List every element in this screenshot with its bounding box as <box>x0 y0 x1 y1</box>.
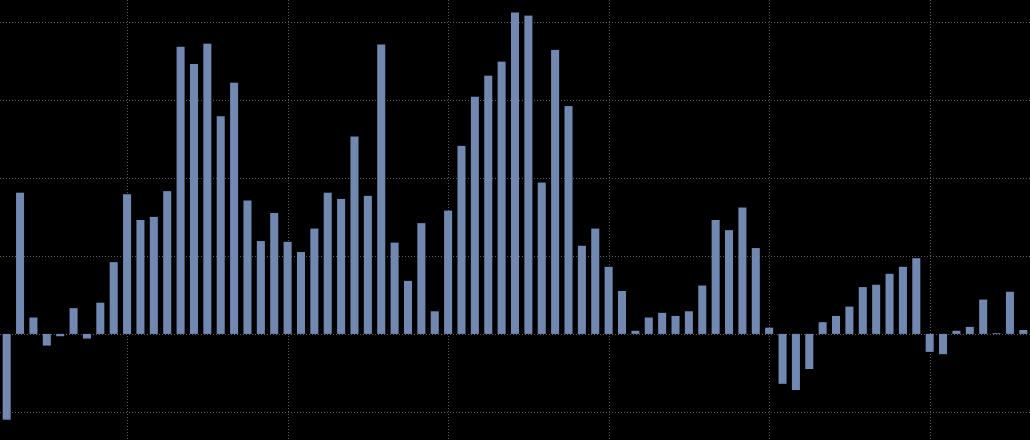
bar <box>725 230 734 334</box>
bar <box>858 287 867 334</box>
bar <box>564 106 573 334</box>
bar <box>765 327 774 334</box>
bar <box>390 242 399 334</box>
bar <box>497 61 506 334</box>
bar <box>885 273 894 334</box>
bar <box>537 182 546 334</box>
bar <box>2 333 11 420</box>
bar <box>270 212 279 334</box>
bar <box>778 333 787 384</box>
bar <box>310 228 319 334</box>
bar <box>243 200 252 334</box>
bar <box>591 228 600 334</box>
bar <box>925 333 934 352</box>
bar <box>470 96 479 334</box>
bar <box>551 49 560 334</box>
bar <box>510 12 520 334</box>
bar <box>979 299 988 334</box>
bar <box>136 220 145 334</box>
bar <box>69 308 78 334</box>
bar <box>604 266 613 334</box>
bar <box>952 330 961 334</box>
bar <box>711 220 720 334</box>
bar <box>644 317 653 334</box>
bar <box>216 116 225 334</box>
bar <box>832 315 841 334</box>
bar <box>189 63 198 334</box>
bar <box>658 312 667 334</box>
bar <box>109 262 118 334</box>
bar <box>363 195 372 334</box>
bar <box>698 285 707 334</box>
bar <box>845 306 854 334</box>
bar <box>337 198 346 334</box>
bar <box>149 216 158 334</box>
bar <box>444 210 453 334</box>
bar <box>176 46 185 334</box>
bar <box>377 44 386 334</box>
bar <box>203 43 212 334</box>
bar <box>577 245 586 334</box>
bar <box>671 315 680 334</box>
bar <box>256 241 265 334</box>
bar <box>283 241 292 334</box>
bar <box>1019 330 1028 334</box>
bar <box>96 302 105 334</box>
bar <box>939 333 948 355</box>
bar <box>29 317 38 334</box>
bar <box>484 75 493 334</box>
bar <box>912 258 921 334</box>
bar <box>42 333 51 346</box>
bar <box>403 280 412 334</box>
bar <box>417 223 426 334</box>
bar <box>872 284 881 334</box>
bar <box>82 333 91 339</box>
bar <box>296 251 305 334</box>
bar <box>631 330 640 334</box>
bar <box>163 191 172 334</box>
bar <box>898 266 907 334</box>
bar <box>323 192 332 334</box>
bar <box>230 82 239 334</box>
bar <box>430 311 439 334</box>
bar <box>791 333 800 391</box>
bar <box>992 333 1001 334</box>
bar <box>738 207 747 334</box>
bar <box>965 326 974 334</box>
bar <box>751 248 760 334</box>
bar <box>524 15 533 334</box>
bar <box>818 322 827 334</box>
bar <box>123 194 132 334</box>
bar <box>684 311 693 334</box>
bar <box>350 136 359 334</box>
bar <box>1005 291 1014 334</box>
bar <box>805 333 814 370</box>
bar <box>457 145 466 334</box>
bar <box>618 290 627 334</box>
bar <box>16 192 25 334</box>
bar <box>56 333 65 337</box>
